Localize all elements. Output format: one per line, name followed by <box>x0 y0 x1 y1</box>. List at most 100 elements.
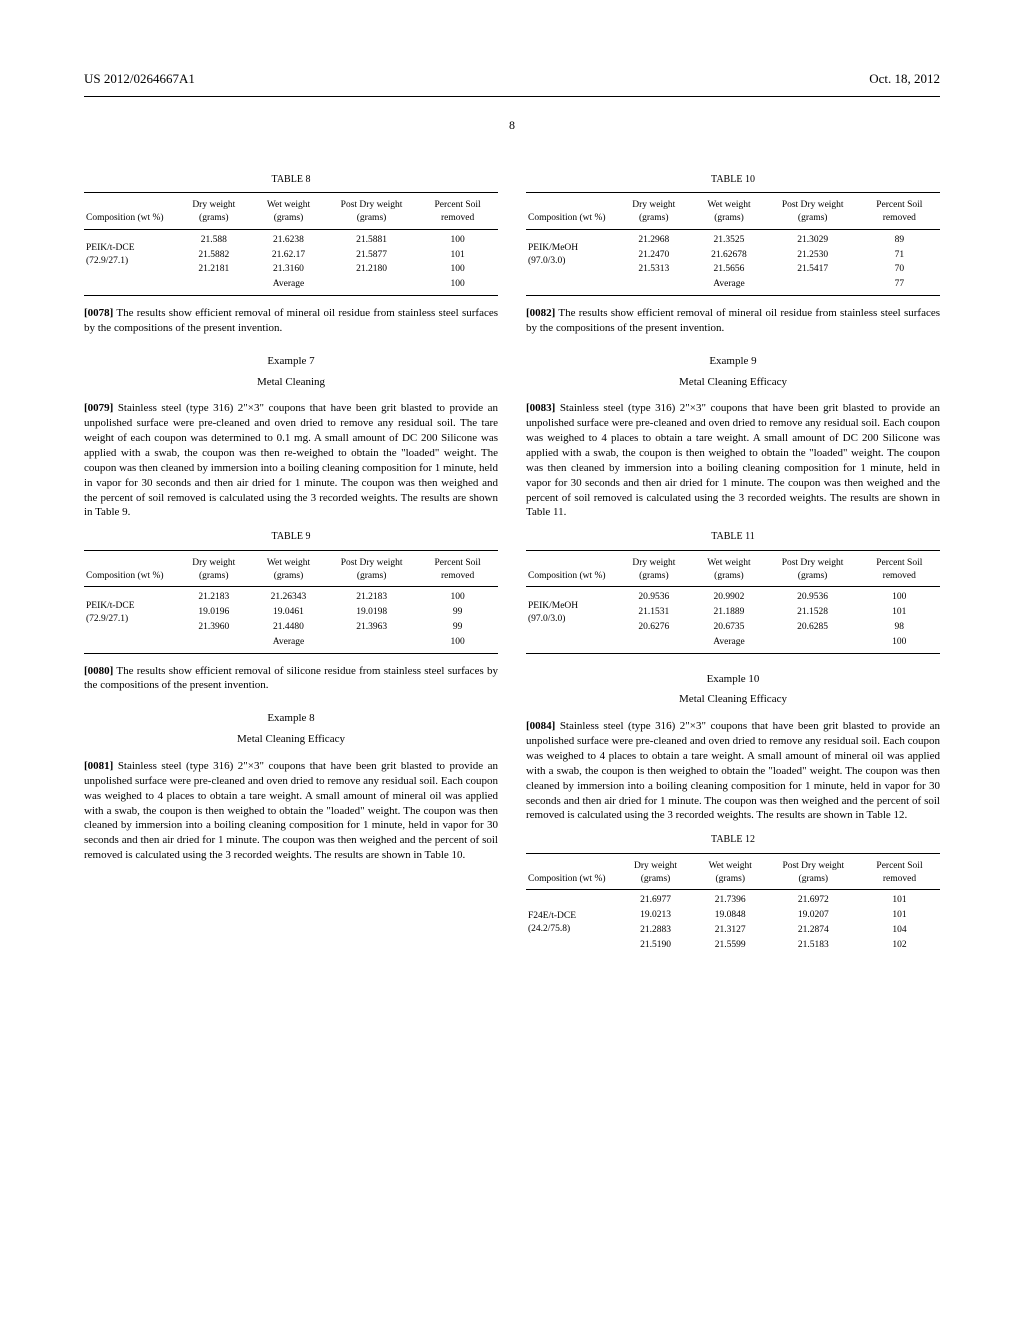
table-cell: PEIK/MeOH (97.0/3.0) <box>526 229 616 277</box>
table-header: Composition (wt %) <box>526 556 616 587</box>
table-cell: 20.6735 <box>691 620 766 635</box>
para-0079: [0079] Stainless steel (type 316) 2"×3" … <box>84 401 498 520</box>
table-cell: 101 <box>859 890 940 908</box>
table-cell: 21.2183 <box>177 587 251 605</box>
table-header: Percent Soil removed <box>859 556 940 587</box>
example7-subtitle: Metal Cleaning <box>84 375 498 390</box>
two-column-layout: TABLE 8 Composition (wt %) Dry weight (g… <box>84 163 940 963</box>
table-cell: 99 <box>417 620 498 635</box>
para-text: Stainless steel (type 316) 2"×3" coupons… <box>84 402 498 518</box>
table-cell: 100 <box>417 635 498 653</box>
table-cell: Average <box>691 277 767 295</box>
table-header: Wet weight (grams) <box>693 859 768 890</box>
table-cell: 101 <box>417 248 498 263</box>
table-cell: 104 <box>859 923 940 938</box>
para-num: [0078] <box>84 307 113 319</box>
table-cell: 21.1889 <box>691 605 766 620</box>
table-header: Post Dry weight (grams) <box>326 198 417 229</box>
para-num: [0083] <box>526 402 555 414</box>
table-cell: 102 <box>859 938 940 953</box>
table-header: Post Dry weight (grams) <box>768 859 859 890</box>
para-num: [0084] <box>526 720 555 732</box>
table-cell: 21.6972 <box>768 890 859 908</box>
table-cell: 21.588 <box>177 229 251 247</box>
table-header: Wet weight (grams) <box>691 198 767 229</box>
table-header: Dry weight (grams) <box>616 556 691 587</box>
right-column: TABLE 10 Composition (wt %) Dry weight (… <box>526 163 940 963</box>
para-0082: [0082] The results show efficient remova… <box>526 306 940 336</box>
table-cell: 99 <box>417 605 498 620</box>
table-cell: 101 <box>859 908 940 923</box>
table-cell: 77 <box>859 277 940 295</box>
table-cell: 21.2470 <box>616 248 691 263</box>
table-cell: Average <box>251 635 326 653</box>
para-0083: [0083] Stainless steel (type 316) 2"×3" … <box>526 401 940 520</box>
para-0080: [0080] The results show efficient remova… <box>84 664 498 694</box>
example8-title: Example 8 <box>84 711 498 726</box>
para-num: [0079] <box>84 402 113 414</box>
table-cell: 21.62.17 <box>251 248 326 263</box>
table-cell: 21.2874 <box>768 923 859 938</box>
table-cell: 20.9536 <box>767 587 859 605</box>
table-cell: 20.9536 <box>616 587 691 605</box>
table-header: Post Dry weight (grams) <box>767 556 859 587</box>
doc-number: US 2012/0264667A1 <box>84 70 195 88</box>
table-cell: 21.2183 <box>326 587 417 605</box>
para-0084: [0084] Stainless steel (type 316) 2"×3" … <box>526 719 940 823</box>
table-cell: 21.5313 <box>616 262 691 277</box>
para-text: Stainless steel (type 316) 2"×3" coupons… <box>526 720 940 821</box>
table-header: Wet weight (grams) <box>251 556 326 587</box>
table-cell: 21.3160 <box>251 262 326 277</box>
table-cell: 21.5882 <box>177 248 251 263</box>
table-cell: 21.5656 <box>691 262 767 277</box>
table10-title: TABLE 10 <box>526 173 940 187</box>
table11-title: TABLE 11 <box>526 530 940 544</box>
table-cell: 21.2530 <box>767 248 859 263</box>
table-cell: 20.6285 <box>767 620 859 635</box>
table-cell: 70 <box>859 262 940 277</box>
table-header: Percent Soil removed <box>859 859 940 890</box>
table-header: Percent Soil removed <box>417 556 498 587</box>
table-cell: 20.9902 <box>691 587 766 605</box>
table12-title: TABLE 12 <box>526 833 940 847</box>
doc-date: Oct. 18, 2012 <box>869 70 940 88</box>
table-header: Percent Soil removed <box>417 198 498 229</box>
table-cell: 21.26343 <box>251 587 326 605</box>
table-header: Percent Soil removed <box>859 198 940 229</box>
table-cell: 21.2883 <box>618 923 693 938</box>
table-cell: 21.3029 <box>767 229 859 247</box>
table-cell: 21.6238 <box>251 229 326 247</box>
table-cell: 100 <box>859 587 940 605</box>
table-cell: PEIK/t-DCE (72.9/27.1) <box>84 587 177 635</box>
para-0078: [0078] The results show efficient remova… <box>84 306 498 336</box>
para-text: The results show efficient removal of mi… <box>526 307 940 334</box>
table-cell: 19.0848 <box>693 908 768 923</box>
table-cell: 100 <box>417 262 498 277</box>
table-cell: 101 <box>859 605 940 620</box>
table11: Composition (wt %) Dry weight (grams) We… <box>526 550 940 654</box>
table-cell: 21.1531 <box>616 605 691 620</box>
table-header: Composition (wt %) <box>84 198 177 229</box>
table-header: Post Dry weight (grams) <box>767 198 859 229</box>
table-cell: 19.0461 <box>251 605 326 620</box>
table-cell: 21.62678 <box>691 248 767 263</box>
example7-title: Example 7 <box>84 354 498 369</box>
table9: Composition (wt %) Dry weight (grams) We… <box>84 550 498 654</box>
table-cell: 21.3127 <box>693 923 768 938</box>
table-cell: 21.5183 <box>768 938 859 953</box>
table-cell: 19.0198 <box>326 605 417 620</box>
table-cell: 98 <box>859 620 940 635</box>
table-cell: 19.0196 <box>177 605 251 620</box>
table10: Composition (wt %) Dry weight (grams) We… <box>526 192 940 296</box>
example9-title: Example 9 <box>526 354 940 369</box>
table-cell: 21.1528 <box>767 605 859 620</box>
table-cell: Average <box>691 635 766 653</box>
example10-title: Example 10 <box>526 672 940 687</box>
para-text: The results show efficient removal of mi… <box>84 307 498 334</box>
table-cell: PEIK/t-DCE (72.9/27.1) <box>84 229 177 277</box>
para-text: Stainless steel (type 316) 2"×3" coupons… <box>526 402 940 518</box>
page-number: 8 <box>84 117 940 133</box>
table-cell: 100 <box>417 229 498 247</box>
table-header: Dry weight (grams) <box>618 859 693 890</box>
table-cell: 21.5190 <box>618 938 693 953</box>
